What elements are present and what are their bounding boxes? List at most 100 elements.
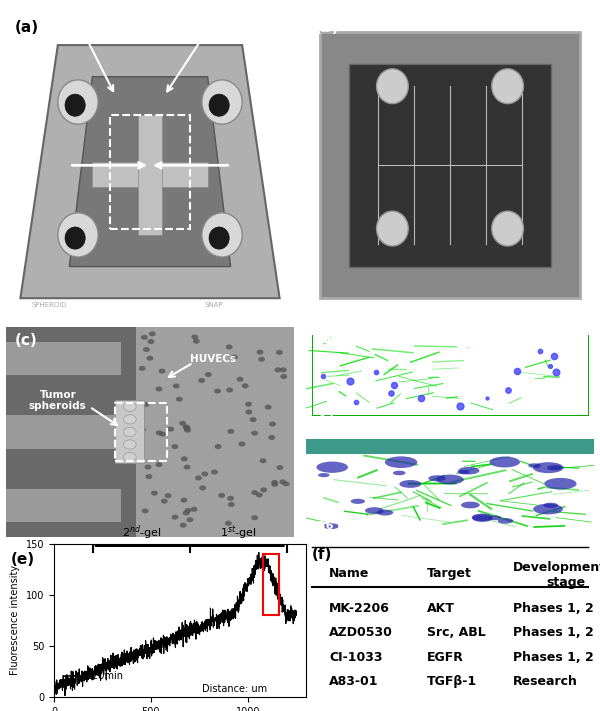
Circle shape [209,94,229,117]
Text: 36 h: 36 h [317,520,345,530]
Circle shape [251,490,258,495]
Circle shape [318,473,329,477]
Text: 2$^{nd}$ gel: 2$^{nd}$ gel [48,23,91,42]
Circle shape [214,388,221,394]
Circle shape [155,387,163,392]
Y-axis label: Fluorescence intensity: Fluorescence intensity [10,565,20,675]
Text: (b): (b) [314,20,339,35]
Circle shape [231,355,238,360]
Circle shape [251,431,258,436]
Circle shape [182,510,190,515]
Circle shape [533,462,563,473]
Text: (c): (c) [14,333,37,348]
Text: 1$^{st}$ gel: 1$^{st}$ gel [194,23,233,41]
Text: (a): (a) [14,20,39,35]
Circle shape [184,425,191,430]
Circle shape [265,405,272,410]
Circle shape [199,486,206,491]
Circle shape [271,482,278,487]
Circle shape [245,402,252,407]
Circle shape [182,424,190,429]
Circle shape [377,510,393,515]
Bar [92,162,208,188]
Text: CI-1033: CI-1033 [329,651,383,663]
Bar [139,114,161,235]
Text: A83-01: A83-01 [329,675,379,688]
Bar [263,554,279,615]
Circle shape [184,464,190,470]
Circle shape [283,481,290,486]
Text: SNAP: SNAP [204,301,223,308]
Text: AZD0530: AZD0530 [329,626,393,639]
Circle shape [167,427,174,432]
Circle shape [393,471,406,475]
Circle shape [365,507,383,514]
Bar [320,33,580,298]
Circle shape [211,469,218,474]
Circle shape [227,496,234,501]
Circle shape [58,80,98,124]
Circle shape [242,383,248,388]
Circle shape [161,498,168,503]
Text: (f): (f) [312,547,332,562]
Circle shape [148,339,154,344]
Circle shape [202,213,242,257]
Circle shape [400,480,421,488]
Circle shape [457,470,470,474]
Text: TGFβ-1: TGFβ-1 [427,675,477,688]
Circle shape [492,69,523,104]
Bar [110,114,190,229]
Circle shape [209,227,229,249]
Circle shape [191,334,198,339]
Circle shape [258,357,265,362]
Circle shape [195,476,202,481]
Circle shape [191,507,197,512]
Circle shape [181,498,187,503]
Circle shape [461,502,480,508]
Circle shape [124,415,136,424]
Circle shape [159,432,166,437]
Circle shape [139,366,146,371]
Circle shape [250,417,257,422]
Circle shape [458,467,479,474]
Circle shape [158,368,166,373]
Text: Tumor
spheroids: Tumor spheroids [29,390,87,411]
Text: Developmental
stage: Developmental stage [514,561,600,589]
Text: Name: Name [329,567,370,580]
Circle shape [316,461,348,473]
Circle shape [280,368,287,373]
Circle shape [280,374,287,379]
Circle shape [143,347,150,352]
Circle shape [385,456,417,468]
Circle shape [149,331,156,336]
Circle shape [436,474,464,484]
Circle shape [472,513,493,521]
Polygon shape [70,77,230,267]
Circle shape [251,515,258,520]
Text: 4 h: 4 h [317,414,337,424]
Circle shape [184,428,191,433]
Circle shape [260,487,267,493]
Text: 1$^{st}$-gel: 1$^{st}$-gel [220,524,256,542]
Circle shape [533,503,563,514]
Text: MK-2206: MK-2206 [329,602,390,614]
Circle shape [228,502,235,507]
Circle shape [124,427,136,437]
Circle shape [227,429,235,434]
Circle shape [277,465,283,470]
Circle shape [155,462,163,467]
Circle shape [124,402,136,412]
Circle shape [238,442,245,447]
Circle shape [488,515,502,520]
Circle shape [225,520,232,525]
Text: Distance: um: Distance: um [202,684,267,694]
Circle shape [236,377,244,382]
Circle shape [145,464,151,470]
Circle shape [172,444,178,449]
Circle shape [528,464,541,468]
Circle shape [260,459,266,464]
Circle shape [145,474,152,479]
Circle shape [497,518,513,523]
Circle shape [179,421,186,426]
Bar [115,400,144,464]
